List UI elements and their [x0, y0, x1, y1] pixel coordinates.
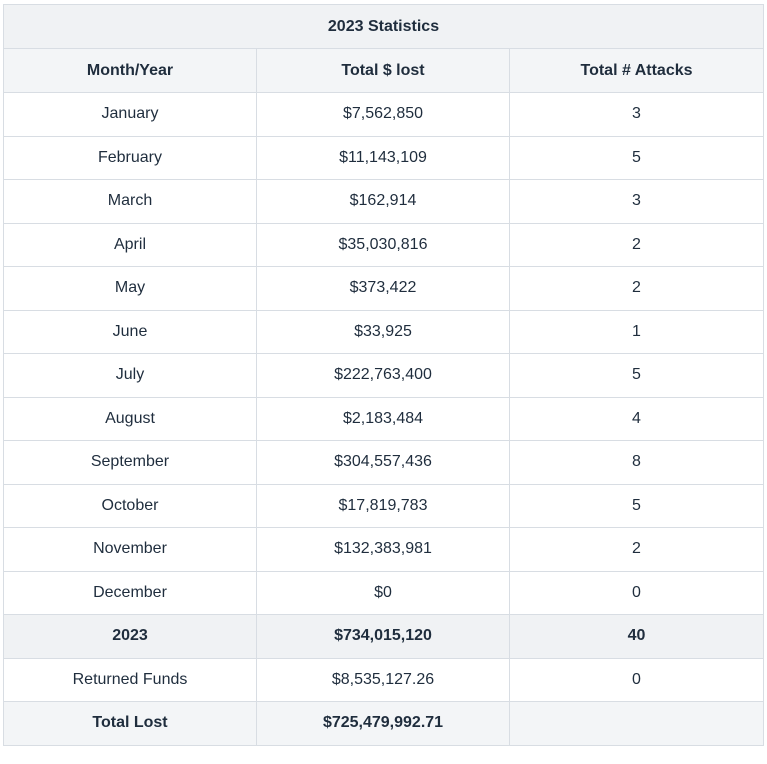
column-header-total-attacks: Total # Attacks [508, 48, 765, 93]
month-cell: July [3, 353, 257, 398]
year-summary-row: 2023 $734,015,120 40 [3, 614, 765, 659]
amount-lost-cell: $17,819,783 [256, 483, 510, 528]
attack-count-cell: 8 [508, 440, 765, 485]
amount-lost-cell: $7,562,850 [256, 92, 510, 137]
table-caption-row: 2023 Statistics [2, 4, 765, 49]
returned-funds-attacks-cell: 0 [508, 657, 765, 702]
year-label-cell: 2023 [3, 614, 257, 659]
table-row-july: July $222,763,400 5 [3, 353, 765, 398]
amount-lost-cell: $35,030,816 [256, 222, 510, 267]
month-cell: November [3, 527, 257, 572]
total-lost-attacks-cell [508, 701, 765, 746]
amount-lost-cell: $162,914 [256, 179, 510, 224]
amount-lost-cell: $33,925 [256, 309, 510, 354]
amount-lost-cell: $132,383,981 [256, 527, 510, 572]
month-cell: January [3, 92, 257, 137]
amount-lost-cell: $2,183,484 [256, 396, 510, 441]
table-row-august: August $2,183,484 4 [3, 396, 765, 441]
month-cell: December [3, 570, 257, 615]
month-cell: March [3, 179, 257, 224]
month-cell: February [3, 135, 257, 180]
total-lost-row: Total Lost $725,479,992.71 [3, 701, 765, 746]
total-lost-amount-cell: $725,479,992.71 [256, 701, 510, 746]
table-row-november: November $132,383,981 2 [3, 527, 765, 572]
column-header-month-year: Month/Year [3, 48, 257, 93]
table-row-december: December $0 0 [3, 570, 765, 615]
attack-count-cell: 2 [508, 222, 765, 267]
month-cell: June [3, 309, 257, 354]
attack-count-cell: 5 [508, 135, 765, 180]
amount-lost-cell: $304,557,436 [256, 440, 510, 485]
table-row-february: February $11,143,109 5 [3, 135, 765, 180]
amount-lost-cell: $373,422 [256, 266, 510, 311]
returned-funds-row: Returned Funds $8,535,127.26 0 [3, 657, 765, 702]
column-header-total-lost: Total $ lost [256, 48, 510, 93]
table-title: 2023 Statistics [2, 4, 765, 49]
attack-count-cell: 2 [508, 527, 765, 572]
attack-count-cell: 3 [508, 179, 765, 224]
table-row-march: March $162,914 3 [3, 179, 765, 224]
table-header-row: Month/Year Total $ lost Total # Attacks [3, 48, 765, 93]
month-cell: May [3, 266, 257, 311]
attack-count-cell: 1 [508, 309, 765, 354]
month-cell: September [3, 440, 257, 485]
table-row-january: January $7,562,850 3 [3, 92, 765, 137]
year-total-attacks-cell: 40 [508, 614, 765, 659]
amount-lost-cell: $0 [256, 570, 510, 615]
returned-funds-label-cell: Returned Funds [3, 657, 257, 702]
year-total-lost-cell: $734,015,120 [256, 614, 510, 659]
attack-count-cell: 0 [508, 570, 765, 615]
attack-count-cell: 5 [508, 483, 765, 528]
statistics-table-container: 2023 Statistics Month/Year Total $ lost … [2, 4, 765, 746]
table-row-september: September $304,557,436 8 [3, 440, 765, 485]
amount-lost-cell: $11,143,109 [256, 135, 510, 180]
attack-count-cell: 4 [508, 396, 765, 441]
table-row-june: June $33,925 1 [3, 309, 765, 354]
total-lost-label-cell: Total Lost [3, 701, 257, 746]
amount-lost-cell: $222,763,400 [256, 353, 510, 398]
table-row-may: May $373,422 2 [3, 266, 765, 311]
attack-count-cell: 3 [508, 92, 765, 137]
statistics-table: 2023 Statistics Month/Year Total $ lost … [2, 4, 765, 746]
attack-count-cell: 5 [508, 353, 765, 398]
table-row-april: April $35,030,816 2 [3, 222, 765, 267]
month-cell: April [3, 222, 257, 267]
month-cell: October [3, 483, 257, 528]
returned-funds-amount-cell: $8,535,127.26 [256, 657, 510, 702]
table-row-october: October $17,819,783 5 [3, 483, 765, 528]
attack-count-cell: 2 [508, 266, 765, 311]
month-cell: August [3, 396, 257, 441]
